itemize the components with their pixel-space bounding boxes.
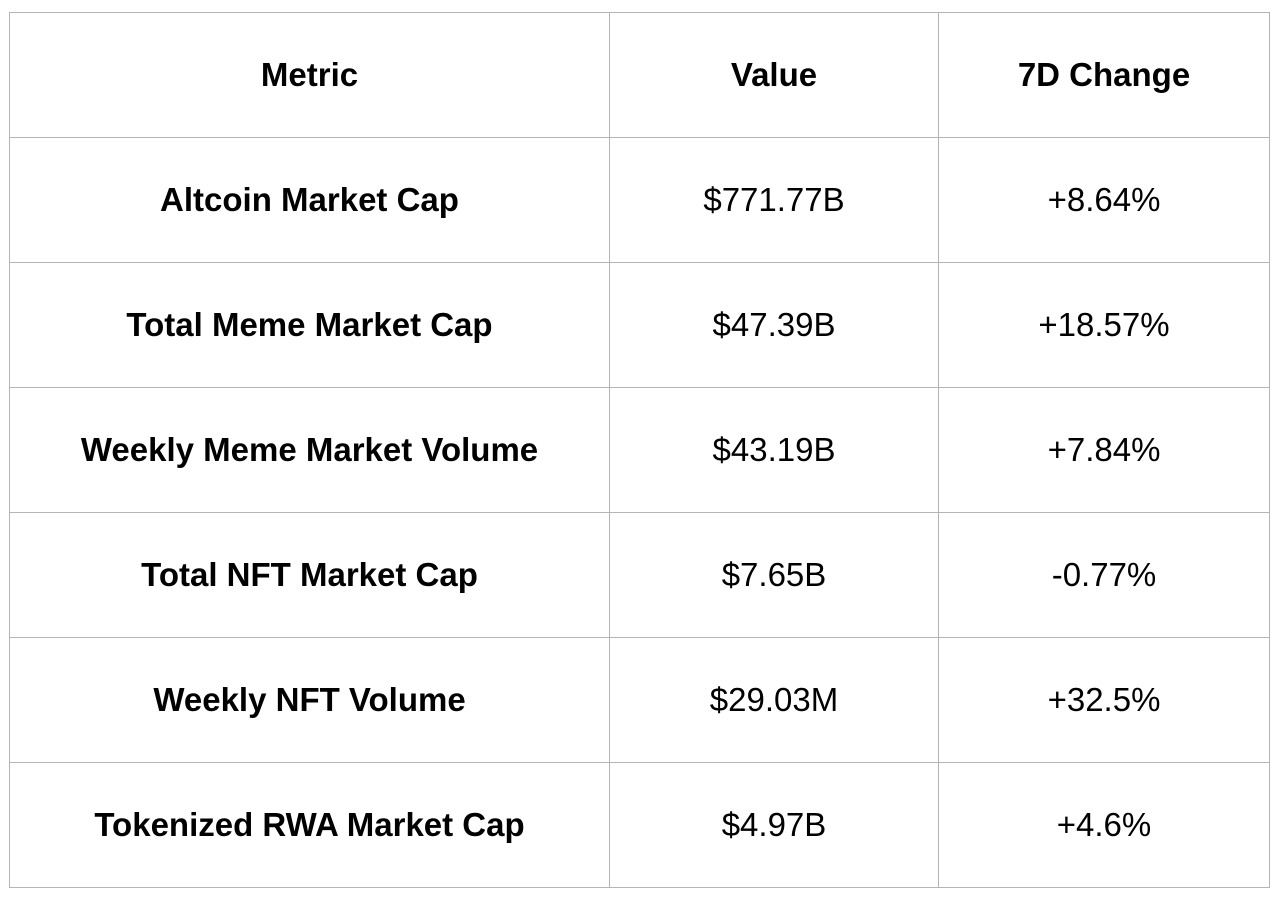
table-row: Tokenized RWA Market Cap $4.97B +4.6% — [9, 762, 1270, 888]
change-cell: +18.57% — [938, 262, 1270, 388]
metric-cell: Total Meme Market Cap — [9, 262, 610, 388]
metrics-table: Metric Value 7D Change Altcoin Market Ca… — [9, 12, 1270, 888]
table-row: Total NFT Market Cap $7.65B -0.77% — [9, 512, 1270, 638]
change-cell: +8.64% — [938, 137, 1270, 263]
header-value: Value — [609, 12, 939, 138]
value-cell: $4.97B — [609, 762, 939, 888]
value-cell: $29.03M — [609, 637, 939, 763]
value-cell: $7.65B — [609, 512, 939, 638]
table-row: Weekly Meme Market Volume $43.19B +7.84% — [9, 387, 1270, 513]
table-header-row: Metric Value 7D Change — [9, 12, 1270, 138]
metric-cell: Total NFT Market Cap — [9, 512, 610, 638]
change-cell: +7.84% — [938, 387, 1270, 513]
header-metric: Metric — [9, 12, 610, 138]
change-cell: +4.6% — [938, 762, 1270, 888]
value-cell: $771.77B — [609, 137, 939, 263]
value-cell: $43.19B — [609, 387, 939, 513]
table-row: Altcoin Market Cap $771.77B +8.64% — [9, 137, 1270, 263]
table-row: Weekly NFT Volume $29.03M +32.5% — [9, 637, 1270, 763]
table-row: Total Meme Market Cap $47.39B +18.57% — [9, 262, 1270, 388]
value-cell: $47.39B — [609, 262, 939, 388]
metric-cell: Weekly Meme Market Volume — [9, 387, 610, 513]
metric-cell: Tokenized RWA Market Cap — [9, 762, 610, 888]
metric-cell: Weekly NFT Volume — [9, 637, 610, 763]
header-7d-change: 7D Change — [938, 12, 1270, 138]
metric-cell: Altcoin Market Cap — [9, 137, 610, 263]
change-cell: +32.5% — [938, 637, 1270, 763]
change-cell: -0.77% — [938, 512, 1270, 638]
metrics-table-container: Metric Value 7D Change Altcoin Market Ca… — [9, 12, 1270, 888]
